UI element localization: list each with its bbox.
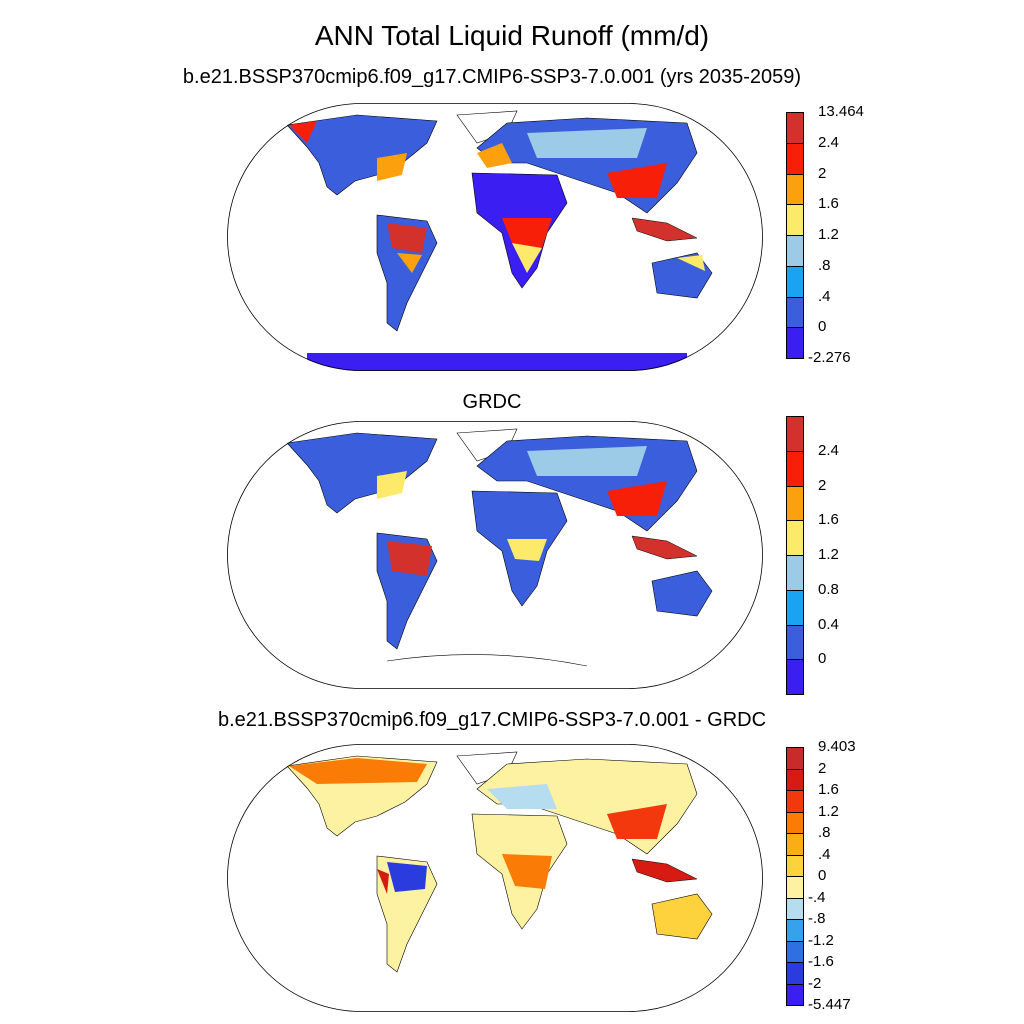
colorbar-label: -1.6 bbox=[808, 953, 834, 970]
panel-2-title: GRDC bbox=[462, 391, 522, 413]
colorbar-swatch bbox=[786, 450, 804, 487]
colorbar-swatch bbox=[786, 747, 804, 770]
panel-2-map bbox=[227, 421, 763, 689]
colorbar-swatch bbox=[786, 983, 804, 1006]
colorbar-label: 2 bbox=[818, 759, 827, 777]
colorbar-label: 1.6 bbox=[818, 511, 839, 529]
colorbar-swatch bbox=[786, 485, 804, 522]
colorbar-swatch bbox=[786, 919, 804, 942]
colorbar-label: 0 bbox=[818, 318, 827, 336]
colorbar-swatch bbox=[786, 520, 804, 556]
panel-1-colorbar: -2.276 0 .4 .8 1.2 1.6 2 2.4 13.464 bbox=[786, 103, 866, 366]
colorbar-label: -1.2 bbox=[808, 931, 834, 949]
colorbar-label: 13.464 bbox=[818, 103, 864, 120]
panel-3-title: b.e21.BSSP370cmip6.f09_g17.CMIP6-SSP3-7.… bbox=[217, 709, 767, 731]
colorbar-label: 0.8 bbox=[818, 580, 839, 598]
colorbar-swatch bbox=[786, 790, 804, 813]
antarctica bbox=[307, 353, 687, 371]
colorbar-swatch bbox=[786, 624, 804, 661]
colorbar-label: .8 bbox=[818, 256, 831, 274]
main-title: ANN Total Liquid Runoff (mm/d) bbox=[314, 20, 710, 51]
colorbar-swatch bbox=[786, 112, 804, 144]
colorbar-label: -.8 bbox=[808, 910, 826, 927]
colorbar-label: .4 bbox=[818, 845, 831, 863]
colorbar-label: 0 bbox=[818, 867, 827, 884]
colorbar-swatch bbox=[786, 555, 804, 591]
colorbar-label: 2 bbox=[818, 164, 827, 182]
colorbar-swatch bbox=[786, 833, 804, 856]
colorbar-swatch bbox=[786, 204, 804, 236]
colorbar-label: 0.4 bbox=[818, 615, 839, 633]
colorbar-swatch bbox=[786, 416, 804, 452]
colorbar-label: 1.2 bbox=[818, 226, 839, 243]
colorbar-label: .4 bbox=[818, 287, 831, 305]
colorbar-swatch bbox=[786, 296, 804, 329]
colorbar-swatch bbox=[786, 659, 804, 695]
colorbar-swatch bbox=[786, 897, 804, 920]
colorbar-label: 0 bbox=[818, 650, 827, 668]
colorbar-swatch bbox=[786, 589, 804, 626]
colorbar-label: 2 bbox=[818, 476, 827, 494]
panel-3-map bbox=[227, 744, 763, 1012]
colorbar-swatch bbox=[786, 876, 804, 899]
colorbar-swatch bbox=[786, 327, 804, 359]
colorbar-swatch bbox=[786, 142, 804, 175]
north-america bbox=[286, 114, 438, 196]
colorbar-swatch bbox=[786, 235, 804, 267]
colorbar-label: -2 bbox=[808, 974, 822, 992]
panel-2-colorbar: 0 0.4 0.8 1.2 1.6 2 2.4 bbox=[786, 416, 866, 695]
panel-3-colorbar: -5.447 -2 -1.6 -1.2 -.8 -.4 0 .4 .8 1.2 1.6 2 9.403 bbox=[786, 738, 866, 1013]
colorbar-swatch bbox=[786, 962, 804, 985]
panel-1-map bbox=[227, 103, 763, 371]
colorbar-label: 9.403 bbox=[818, 738, 856, 755]
panel-1-title: b.e21.BSSP370cmip6.f09_g17.CMIP6-SSP3-7.… bbox=[182, 66, 802, 88]
colorbar-swatch bbox=[786, 768, 804, 791]
colorbar-label: 1.2 bbox=[818, 802, 839, 820]
colorbar-label: -5.447 bbox=[808, 996, 851, 1013]
colorbar-swatch bbox=[786, 854, 804, 877]
colorbar-label: 2.4 bbox=[818, 441, 839, 459]
colorbar-label: 1.6 bbox=[818, 781, 839, 798]
colorbar-label: 1.6 bbox=[818, 195, 839, 213]
colorbar-label: -2.276 bbox=[808, 349, 851, 366]
colorbar-swatch bbox=[786, 173, 804, 206]
colorbar-swatch bbox=[786, 811, 804, 834]
colorbar-swatch bbox=[786, 265, 804, 298]
colorbar-swatch bbox=[786, 940, 804, 963]
colorbar-label: 2.4 bbox=[818, 133, 839, 151]
colorbar-label: .8 bbox=[818, 824, 831, 841]
colorbar-label: -.4 bbox=[808, 888, 826, 906]
colorbar-label: 1.2 bbox=[818, 546, 839, 563]
